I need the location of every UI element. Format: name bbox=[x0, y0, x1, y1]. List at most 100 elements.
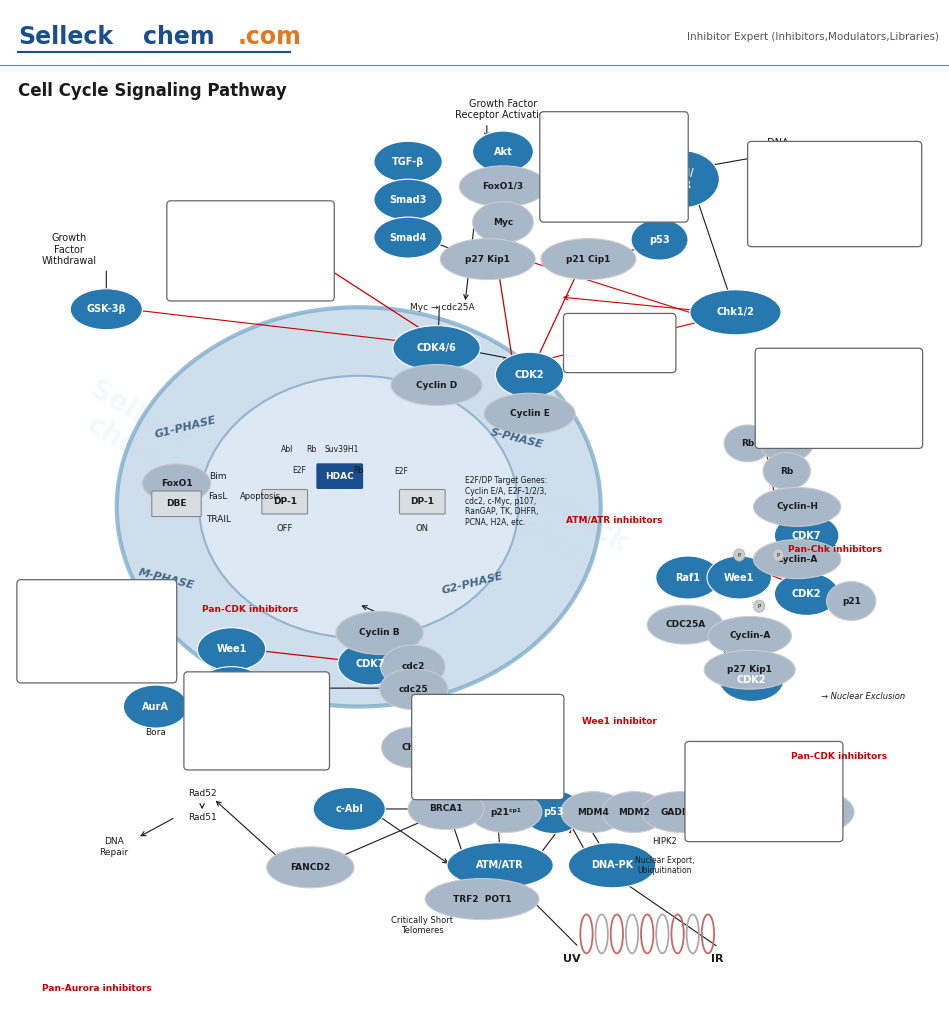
Text: S-PHASE: S-PHASE bbox=[490, 427, 545, 450]
Text: E2F: E2F bbox=[292, 466, 306, 474]
Text: DNA
Damage: DNA Damage bbox=[757, 137, 799, 160]
Text: CDK7: CDK7 bbox=[791, 530, 822, 541]
Text: Wee1 inhibitor: Wee1 inhibitor bbox=[583, 718, 657, 726]
Ellipse shape bbox=[754, 600, 765, 612]
Ellipse shape bbox=[782, 792, 854, 833]
Text: ATM/ATR inhibitors: ATM/ATR inhibitors bbox=[566, 516, 662, 524]
Text: AurA: AurA bbox=[142, 701, 169, 712]
Text: Selleck
chem: Selleck chem bbox=[506, 478, 633, 587]
Ellipse shape bbox=[459, 166, 547, 207]
Text: Smad4: Smad4 bbox=[389, 232, 427, 243]
Ellipse shape bbox=[336, 611, 423, 654]
FancyBboxPatch shape bbox=[400, 489, 445, 514]
Text: Rad52: Rad52 bbox=[188, 790, 216, 798]
Ellipse shape bbox=[117, 307, 601, 707]
Text: MDM2: MDM2 bbox=[618, 808, 650, 816]
Text: TRAIL: TRAIL bbox=[206, 515, 231, 523]
Text: FasL: FasL bbox=[209, 493, 228, 501]
Text: CDK7: CDK7 bbox=[355, 658, 385, 669]
Text: p53: p53 bbox=[543, 807, 564, 817]
Ellipse shape bbox=[380, 669, 448, 710]
FancyBboxPatch shape bbox=[167, 201, 334, 301]
Text: Cyclin-A: Cyclin-A bbox=[729, 632, 771, 640]
Text: CDK4/6: CDK4/6 bbox=[417, 343, 456, 353]
FancyBboxPatch shape bbox=[755, 348, 922, 449]
Text: DNA-PK: DNA-PK bbox=[591, 860, 633, 870]
Text: E2F: E2F bbox=[395, 467, 408, 475]
FancyBboxPatch shape bbox=[540, 112, 688, 222]
Text: Rad51: Rad51 bbox=[188, 813, 216, 821]
FancyBboxPatch shape bbox=[184, 672, 329, 770]
Ellipse shape bbox=[142, 464, 211, 503]
Text: Rb: Rb bbox=[741, 439, 754, 447]
Text: P: P bbox=[737, 553, 741, 557]
Ellipse shape bbox=[393, 326, 480, 371]
Text: DBE: DBE bbox=[166, 500, 187, 508]
Ellipse shape bbox=[470, 792, 542, 833]
Text: Pan-CDK inhibitors: Pan-CDK inhibitors bbox=[202, 605, 299, 613]
Ellipse shape bbox=[760, 425, 813, 462]
Text: cdc25: cdc25 bbox=[399, 685, 429, 693]
Text: cdc2: cdc2 bbox=[401, 663, 424, 671]
Text: Rb: Rb bbox=[780, 467, 793, 475]
Text: Bora: Bora bbox=[145, 728, 166, 736]
Text: IR: IR bbox=[711, 954, 724, 965]
Ellipse shape bbox=[719, 658, 784, 701]
Ellipse shape bbox=[70, 289, 142, 330]
Text: UV: UV bbox=[564, 954, 581, 965]
Text: G1-PHASE: G1-PHASE bbox=[153, 415, 217, 439]
FancyBboxPatch shape bbox=[685, 741, 843, 842]
Text: Pan-Chk inhibitors: Pan-Chk inhibitors bbox=[788, 546, 882, 554]
Text: Rb: Rb bbox=[307, 445, 316, 454]
Text: Bim: Bim bbox=[210, 472, 227, 480]
Text: chem: chem bbox=[143, 25, 214, 49]
Ellipse shape bbox=[199, 376, 518, 638]
Text: Nuclear Export,
Ubiquitination: Nuclear Export, Ubiquitination bbox=[635, 856, 694, 874]
Text: Growth
Factor
Withdrawal: Growth Factor Withdrawal bbox=[42, 233, 97, 266]
Ellipse shape bbox=[123, 685, 188, 728]
Ellipse shape bbox=[827, 582, 876, 621]
Text: TRF2  POT1: TRF2 POT1 bbox=[453, 895, 512, 903]
Ellipse shape bbox=[447, 843, 553, 888]
Ellipse shape bbox=[267, 847, 354, 888]
Text: ON: ON bbox=[416, 524, 429, 532]
Text: Selleck
chem: Selleck chem bbox=[235, 676, 334, 758]
Text: → Nuclear Exclusion: → Nuclear Exclusion bbox=[821, 692, 905, 700]
Text: HDAC: HDAC bbox=[326, 472, 354, 480]
Text: Pan-CDK inhibitors: Pan-CDK inhibitors bbox=[791, 753, 887, 761]
Text: 14-3-3: 14-3-3 bbox=[716, 808, 749, 816]
Ellipse shape bbox=[381, 727, 446, 768]
Ellipse shape bbox=[440, 239, 535, 280]
Ellipse shape bbox=[734, 549, 745, 561]
Text: Selleck: Selleck bbox=[18, 25, 113, 49]
Text: Chk1: Chk1 bbox=[401, 743, 426, 752]
Ellipse shape bbox=[772, 549, 784, 561]
Text: HIPK2: HIPK2 bbox=[652, 838, 677, 846]
Text: Wee1: Wee1 bbox=[216, 644, 247, 654]
Ellipse shape bbox=[568, 843, 656, 888]
Text: Cyclin E: Cyclin E bbox=[510, 410, 549, 418]
Ellipse shape bbox=[495, 352, 564, 397]
Text: Selleck
chem: Selleck chem bbox=[69, 376, 196, 484]
Text: OFF: OFF bbox=[276, 524, 293, 532]
Text: P: P bbox=[757, 604, 761, 608]
Ellipse shape bbox=[754, 487, 841, 526]
Text: Smad3: Smad3 bbox=[389, 195, 427, 205]
Text: TGF-β: TGF-β bbox=[392, 157, 424, 167]
Text: CDK2: CDK2 bbox=[791, 589, 822, 599]
Text: Pan-Aurora inhibitors: Pan-Aurora inhibitors bbox=[42, 984, 152, 992]
Text: Chk2: Chk2 bbox=[481, 773, 510, 783]
Ellipse shape bbox=[656, 556, 720, 599]
Ellipse shape bbox=[642, 792, 721, 833]
Ellipse shape bbox=[698, 792, 767, 833]
Ellipse shape bbox=[774, 514, 839, 557]
Ellipse shape bbox=[631, 219, 688, 260]
Ellipse shape bbox=[774, 572, 839, 615]
Text: .com: .com bbox=[238, 25, 302, 49]
Text: c-Abl: c-Abl bbox=[335, 804, 363, 814]
Text: p21ᶜᵖ¹: p21ᶜᵖ¹ bbox=[491, 808, 521, 816]
Ellipse shape bbox=[391, 365, 482, 406]
Ellipse shape bbox=[647, 605, 723, 644]
Ellipse shape bbox=[374, 217, 442, 258]
Text: TopoII: TopoII bbox=[803, 808, 833, 816]
